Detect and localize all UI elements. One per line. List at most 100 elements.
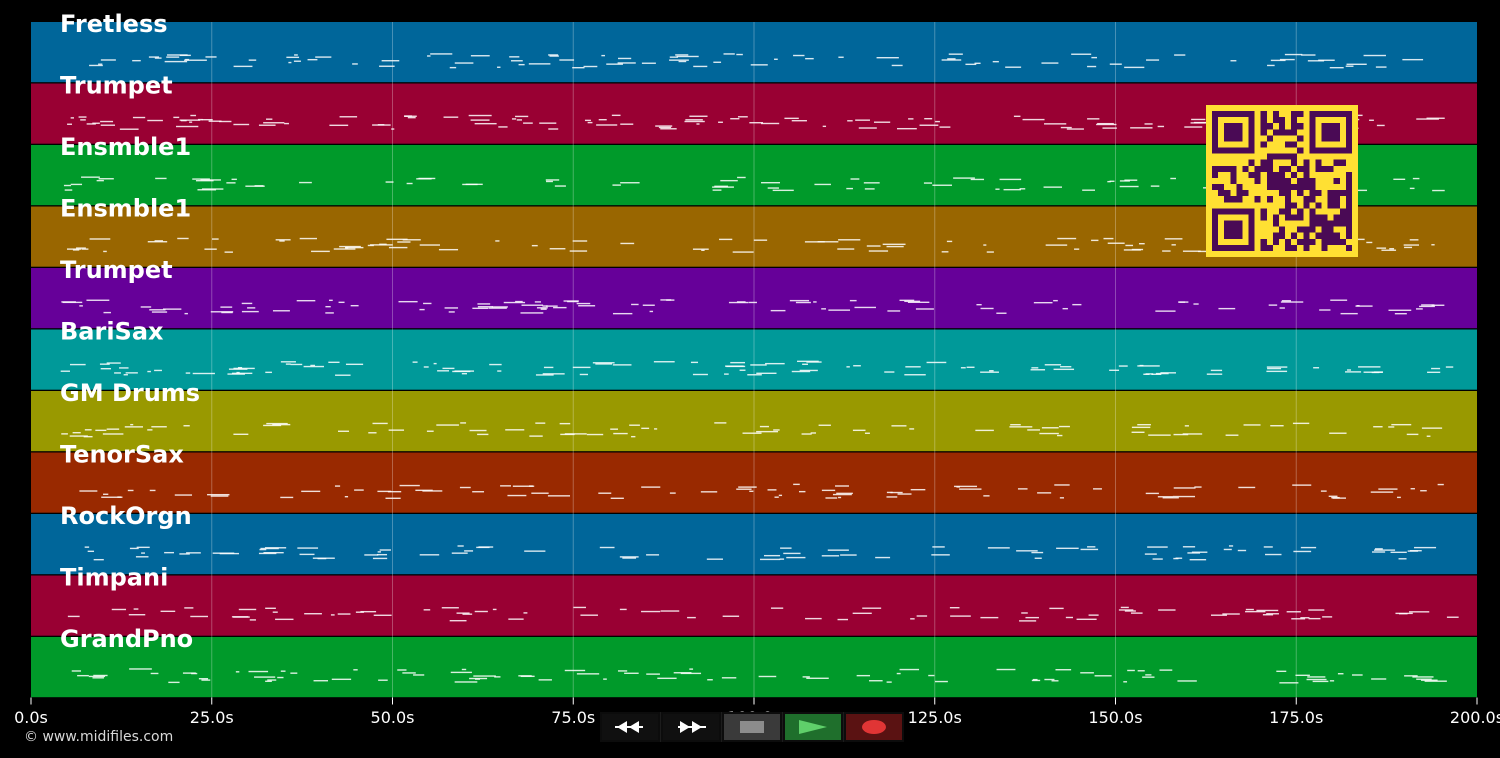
note [980, 616, 999, 619]
note [247, 307, 256, 309]
note [173, 116, 180, 119]
note [515, 300, 523, 303]
note [88, 675, 106, 678]
note [310, 364, 316, 367]
note [477, 306, 493, 308]
note [248, 670, 269, 673]
note [778, 494, 783, 497]
note [805, 617, 822, 620]
note [1345, 65, 1354, 67]
note [767, 187, 779, 189]
note [331, 678, 352, 681]
note [397, 241, 411, 243]
note [345, 246, 364, 249]
note [1388, 426, 1395, 428]
note [378, 679, 388, 681]
note [1041, 62, 1059, 64]
stop-button[interactable] [722, 712, 782, 742]
note [233, 123, 250, 126]
note [956, 486, 960, 488]
note [86, 299, 110, 301]
note [197, 118, 203, 121]
note [1082, 189, 1096, 191]
note [155, 177, 167, 180]
note [1152, 558, 1163, 560]
note [1390, 551, 1407, 554]
note [730, 361, 746, 364]
note [1162, 250, 1171, 252]
note [103, 493, 109, 495]
note [756, 430, 779, 433]
note [328, 299, 333, 302]
note [821, 308, 826, 310]
note [924, 117, 933, 120]
note [168, 681, 180, 684]
note [531, 492, 549, 494]
note [280, 361, 296, 363]
note [1044, 678, 1055, 681]
note [649, 310, 654, 313]
note [813, 301, 817, 303]
note [179, 119, 201, 121]
fast-forward-button[interactable] [661, 712, 721, 742]
play-button[interactable] [783, 712, 843, 742]
note [999, 178, 1022, 181]
note [732, 251, 754, 253]
note [1109, 63, 1122, 65]
note [100, 124, 115, 126]
note [1329, 680, 1335, 682]
note [1096, 123, 1117, 126]
note [1032, 678, 1038, 681]
note [1065, 616, 1073, 619]
rewind-button[interactable] [600, 712, 660, 742]
note [520, 312, 544, 314]
note [147, 241, 168, 243]
note [508, 618, 524, 620]
note [275, 239, 291, 241]
note [559, 422, 571, 425]
note [545, 179, 560, 181]
note [725, 365, 744, 367]
note [106, 428, 120, 430]
note [1157, 125, 1165, 128]
note [1139, 364, 1144, 367]
note [511, 118, 517, 120]
note [1245, 608, 1254, 611]
note [84, 429, 92, 431]
note [1107, 242, 1125, 244]
record-button[interactable] [844, 712, 904, 742]
play-icon [799, 720, 827, 734]
note [330, 614, 335, 616]
note [536, 307, 548, 309]
note [1119, 180, 1130, 182]
note [750, 64, 768, 66]
note [1307, 676, 1326, 678]
note [1173, 487, 1196, 489]
note [1150, 185, 1160, 187]
note [1051, 680, 1059, 682]
note [669, 59, 689, 61]
note [473, 675, 496, 677]
note [646, 554, 660, 556]
note [1223, 548, 1232, 551]
note [1017, 488, 1028, 490]
note [103, 311, 111, 314]
note [523, 122, 533, 124]
note [548, 54, 559, 56]
note [334, 485, 341, 487]
note [224, 251, 233, 253]
note [127, 489, 134, 492]
note [1005, 66, 1022, 68]
qr-code[interactable] [1206, 105, 1358, 257]
note [569, 250, 588, 252]
note [1172, 495, 1196, 498]
record-icon [862, 720, 886, 734]
note [864, 188, 875, 190]
note [101, 496, 123, 498]
note [654, 428, 658, 430]
note [84, 546, 90, 548]
note [221, 311, 233, 314]
note [100, 59, 116, 61]
note [954, 485, 978, 488]
note [910, 488, 926, 491]
